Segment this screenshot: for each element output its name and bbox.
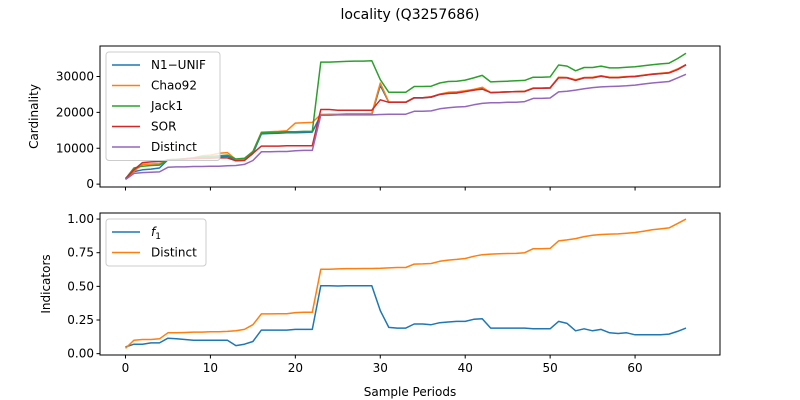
plot-frame [99,45,721,188]
x-tick-label: 10 [203,361,218,375]
y-tick-label: 20000 [56,105,94,119]
legend-entry: Distinct [151,140,197,154]
legend-entry: SOR [151,120,176,134]
legend-entry: f1 [151,225,161,242]
y-tick-label: 10000 [56,141,94,155]
series-line-1-0 [125,284,687,348]
y-tick-label: 0.50 [67,279,94,293]
legend-entry: Jack1 [150,99,183,113]
x-tick-label: 40 [458,361,473,375]
y-tick-label: 0.75 [67,246,94,260]
x-tick-label: 20 [288,361,303,375]
y-tick-label: 0 [86,177,94,191]
legend [105,51,221,161]
indicators-panel: 0 10 20 30 40 50 60 0.00 0.25 0.50 0.75 1.00 Indicat… [39,212,721,375]
x-tick-label: 30 [373,361,388,375]
x-axis-label: Sample Periods [364,385,456,399]
legend-entry: N1−UNIF [151,58,206,72]
x-tick-label: 60 [627,361,642,375]
y-tick-label: 0.00 [67,347,94,361]
series-line-1-1 [124,218,687,349]
y-tick-label: 1.00 [67,212,94,226]
y-tick-label: 30000 [56,69,94,83]
x-tick-label: 50 [542,361,557,375]
chart-title: locality (Q3257686) [340,7,479,23]
plot-frame [99,212,721,356]
cardinality-panel: 0 10000 20000 30000 Cardinality N1−UNIF Chao92… [27,45,721,191]
legend-entry: Distinct [151,246,197,260]
y-axis-label: Cardinality [27,84,41,149]
x-tick-label: 0 [122,361,130,375]
y-tick-label: 0.25 [67,313,94,327]
legend-entry: Chao92 [151,79,197,93]
y-axis-label: Indicators [39,254,53,313]
series-line-0-4 [125,73,687,181]
legend [105,218,207,267]
